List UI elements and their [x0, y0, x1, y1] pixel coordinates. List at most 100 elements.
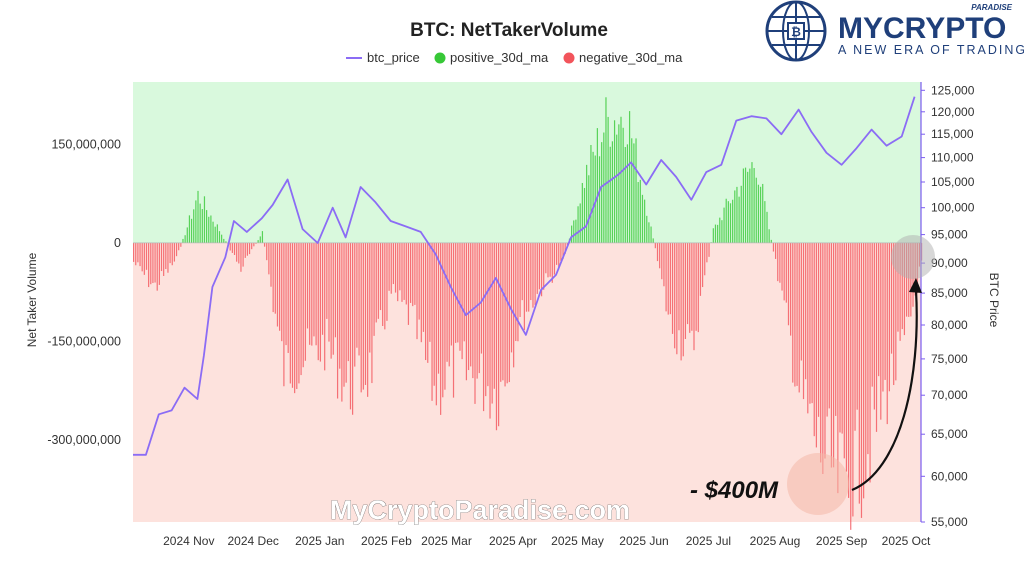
- volume-bar: [674, 242, 676, 349]
- volume-bar: [813, 242, 815, 437]
- volume-bar: [594, 155, 596, 243]
- right-tick-label: 75,000: [931, 352, 968, 366]
- volume-bar: [375, 242, 377, 323]
- volume-bar: [152, 242, 154, 284]
- volume-bar: [742, 168, 744, 243]
- volume-bar: [753, 168, 755, 243]
- volume-bar: [498, 242, 500, 427]
- volume-bar: [631, 138, 633, 243]
- volume-bar: [203, 196, 206, 243]
- volume-bar: [364, 242, 367, 385]
- volume-bar: [437, 242, 440, 374]
- positive-zone: [133, 82, 921, 243]
- volume-bar: [139, 242, 141, 267]
- volume-bar: [455, 242, 457, 343]
- volume-bar: [392, 242, 394, 285]
- volume-bar: [646, 215, 648, 243]
- legend: btc_price positive_30d_ma negative_30d_m…: [346, 50, 683, 65]
- volume-bar: [571, 225, 573, 243]
- volume-bar: [472, 242, 474, 379]
- volume-bar: [650, 226, 652, 243]
- volume-bar: [826, 242, 828, 417]
- volume-bar: [686, 242, 689, 325]
- volume-bar: [523, 242, 525, 331]
- volume-bar: [210, 215, 212, 243]
- volume-bar: [156, 242, 158, 291]
- volume-bar: [382, 242, 384, 326]
- volume-bar: [352, 242, 354, 415]
- volume-bar: [895, 242, 897, 381]
- volume-bar: [551, 242, 553, 283]
- volume-bar: [508, 242, 510, 383]
- volume-bar: [835, 242, 837, 416]
- volume-bar: [837, 242, 839, 494]
- volume-bar: [759, 186, 762, 243]
- volume-bar: [324, 242, 326, 371]
- volume-bar: [822, 242, 824, 474]
- volume-bar: [852, 242, 854, 517]
- right-tick-label: 120,000: [931, 105, 975, 119]
- volume-bar: [766, 211, 768, 243]
- volume-bar: [534, 242, 536, 305]
- volume-bar: [465, 242, 468, 381]
- volume-bar: [133, 242, 135, 262]
- volume-bar: [624, 147, 626, 243]
- volume-bar: [622, 127, 624, 243]
- volume-bar: [656, 242, 659, 262]
- volume-bar: [281, 242, 283, 342]
- volume-bar: [893, 242, 895, 386]
- volume-bar: [397, 242, 399, 302]
- x-tick-label: 2025 Apr: [489, 534, 537, 548]
- volume-bar: [708, 242, 710, 257]
- volume-bar: [697, 242, 699, 333]
- volume-bar: [693, 242, 695, 351]
- volume-bar: [272, 242, 274, 313]
- right-tick-label: 60,000: [931, 469, 968, 483]
- volume-bar: [208, 216, 210, 243]
- volume-bar: [858, 242, 860, 504]
- volume-bar: [856, 242, 858, 410]
- volume-bar: [167, 242, 169, 273]
- volume-bar: [309, 242, 311, 345]
- volume-bar: [154, 242, 156, 283]
- volume-bar: [461, 242, 463, 360]
- volume-bar: [865, 242, 867, 481]
- volume-bar: [216, 224, 218, 243]
- volume-bar: [354, 242, 356, 367]
- volume-bar: [371, 242, 373, 384]
- highlight-circle-bottom: [787, 453, 849, 515]
- volume-bar: [832, 242, 835, 468]
- volume-bar: [704, 242, 706, 276]
- legend-positive-label: positive_30d_ma: [450, 50, 549, 65]
- volume-bar: [261, 231, 264, 243]
- volume-bar: [820, 242, 822, 463]
- volume-bar: [343, 242, 345, 387]
- volume-bar: [641, 194, 644, 243]
- volume-bar: [843, 242, 845, 459]
- volume-bar: [390, 242, 392, 294]
- volume-bar: [313, 242, 315, 337]
- volume-bar: [478, 242, 480, 374]
- x-tick-label: 2025 Jul: [686, 534, 731, 548]
- volume-bar: [830, 242, 833, 468]
- volume-bar: [229, 242, 231, 251]
- volume-bar: [875, 242, 878, 432]
- volume-bar: [747, 171, 749, 243]
- volume-bar: [360, 242, 362, 393]
- volume-bar: [236, 242, 238, 262]
- volume-bar: [515, 242, 517, 342]
- volume-bar: [596, 128, 598, 243]
- volume-bar: [467, 242, 470, 371]
- volume-bar: [425, 242, 427, 361]
- volume-bar: [628, 111, 631, 243]
- volume-bar: [740, 185, 742, 243]
- volume-bar: [605, 97, 607, 243]
- left-tick-label: -300,000,000: [47, 433, 121, 447]
- volume-bar: [772, 242, 775, 252]
- volume-bar: [221, 234, 223, 243]
- volume-bar: [517, 242, 519, 342]
- volume-bar: [908, 242, 910, 317]
- volume-bar: [669, 242, 671, 315]
- highlight-circle-right: [891, 235, 935, 279]
